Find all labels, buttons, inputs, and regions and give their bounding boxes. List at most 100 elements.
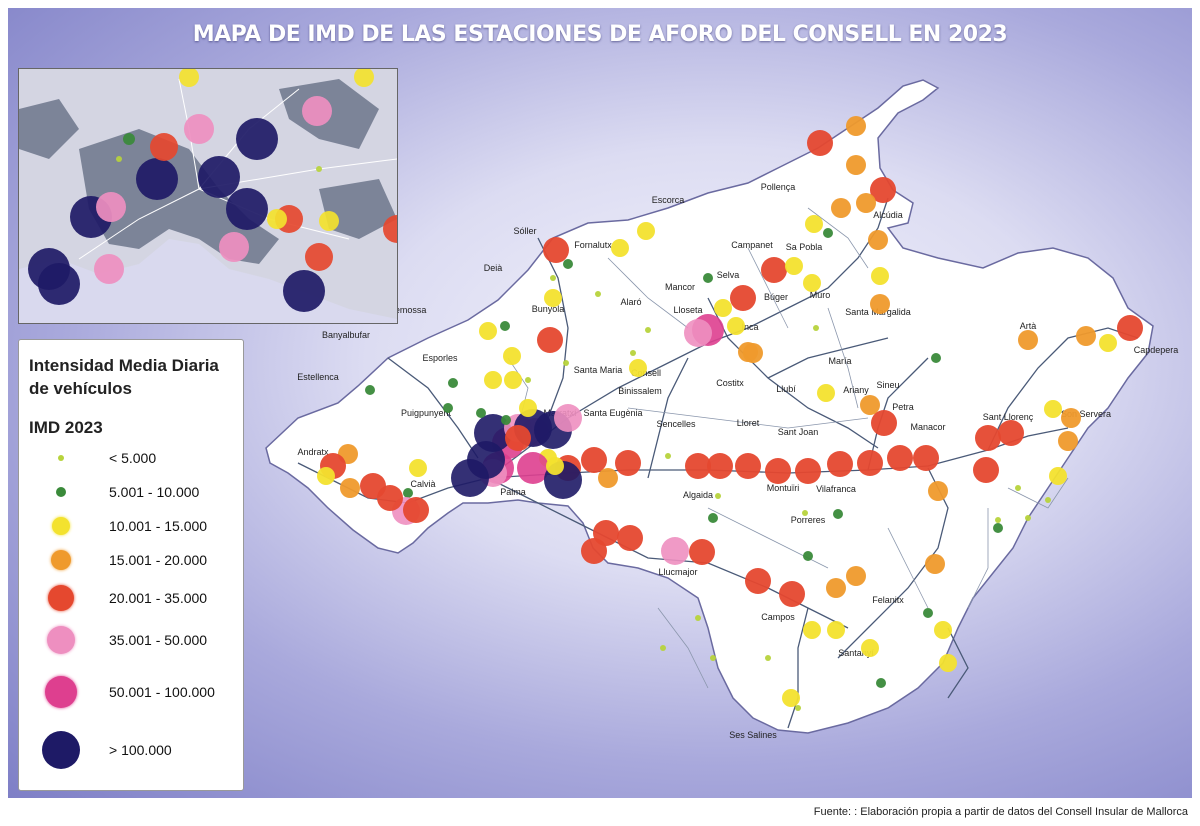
station-marker bbox=[743, 343, 763, 363]
station-marker bbox=[831, 198, 851, 218]
station-marker bbox=[554, 404, 582, 432]
minor-roads bbox=[507, 207, 1069, 689]
place-label: Calvià bbox=[410, 479, 435, 489]
station-marker bbox=[537, 327, 563, 353]
place-label: Algaida bbox=[683, 490, 713, 500]
mallorca-island bbox=[265, 79, 1154, 734]
place-label: Consell bbox=[631, 368, 661, 378]
station-marker bbox=[876, 678, 886, 688]
inset-station-marker bbox=[236, 118, 278, 160]
station-marker bbox=[611, 239, 629, 257]
place-label: Sóller bbox=[513, 226, 536, 236]
station-marker bbox=[995, 517, 1001, 523]
place-label: Manacor bbox=[910, 422, 945, 432]
station-marker bbox=[615, 450, 641, 476]
station-marker bbox=[761, 257, 787, 283]
legend-symbol bbox=[58, 455, 64, 461]
place-label: Selva bbox=[717, 270, 740, 280]
station-marker bbox=[1099, 334, 1117, 352]
inset-station-marker bbox=[198, 156, 240, 198]
legend-symbol bbox=[48, 585, 74, 611]
station-marker bbox=[476, 408, 486, 418]
station-marker bbox=[543, 237, 569, 263]
station-marker bbox=[827, 451, 853, 477]
legend-label: 50.001 - 100.000 bbox=[109, 684, 215, 700]
station-marker bbox=[1015, 485, 1021, 491]
inset-station-marker bbox=[179, 69, 199, 87]
place-label: Campanet bbox=[731, 240, 773, 250]
station-marker bbox=[479, 322, 497, 340]
station-marker bbox=[803, 274, 821, 292]
place-label: Santa Eugènia bbox=[583, 408, 642, 418]
station-marker bbox=[1076, 326, 1096, 346]
station-marker bbox=[785, 257, 803, 275]
station-marker bbox=[365, 385, 375, 395]
station-marker bbox=[1044, 400, 1062, 418]
station-marker bbox=[684, 319, 712, 347]
place-label: Sa Pobla bbox=[786, 242, 823, 252]
inset-urban-areas bbox=[19, 79, 397, 264]
station-marker bbox=[857, 450, 883, 476]
place-label: Escorca bbox=[652, 195, 685, 205]
place-label: Valldemossa bbox=[376, 305, 427, 315]
station-marker bbox=[782, 689, 800, 707]
place-label: Alaró bbox=[620, 297, 641, 307]
station-marker bbox=[595, 291, 601, 297]
station-marker bbox=[765, 458, 791, 484]
station-marker bbox=[735, 453, 761, 479]
place-label: Llubí bbox=[776, 384, 796, 394]
inset-station-marker bbox=[219, 232, 249, 262]
legend-item: 5.001 - 10.000 bbox=[19, 472, 243, 512]
station-marker bbox=[803, 621, 821, 639]
station-marker bbox=[517, 452, 549, 484]
legend-item: 20.001 - 35.000 bbox=[19, 578, 243, 618]
station-marker bbox=[689, 539, 715, 565]
inset-station-marker bbox=[96, 192, 126, 222]
place-label: Santanyí bbox=[838, 648, 874, 658]
legend-label: < 5.000 bbox=[109, 450, 157, 466]
place-label: Artà bbox=[1020, 321, 1037, 331]
station-marker bbox=[685, 453, 711, 479]
inset-station-marker bbox=[226, 188, 268, 230]
place-label: Sant Joan bbox=[778, 427, 819, 437]
legend-symbol bbox=[51, 550, 71, 570]
station-marker bbox=[846, 155, 866, 175]
inset-station-marker bbox=[302, 96, 332, 126]
station-marker bbox=[923, 608, 933, 618]
map-frame: Escorca Pollença Alcúdia Sóller Fornalutx Cam… bbox=[8, 8, 1192, 798]
place-label: Porreres bbox=[791, 515, 826, 525]
stations bbox=[317, 116, 1143, 711]
inset-station-marker bbox=[305, 243, 333, 271]
station-marker bbox=[630, 350, 636, 356]
legend-label: 35.001 - 50.000 bbox=[109, 632, 208, 648]
station-marker bbox=[637, 222, 655, 240]
map-title: MAPA DE IMD DE LAS ESTACIONES DE AFORO D… bbox=[192, 22, 1008, 47]
legend-symbol bbox=[45, 676, 77, 708]
place-label: Sant Llorenç bbox=[983, 412, 1034, 422]
station-marker bbox=[765, 655, 771, 661]
station-marker bbox=[710, 655, 716, 661]
place-label: Vilafranca bbox=[816, 484, 856, 494]
inset-map bbox=[18, 68, 398, 324]
station-marker bbox=[887, 445, 913, 471]
place-label: Santa Maria bbox=[574, 365, 623, 375]
station-marker bbox=[925, 554, 945, 574]
station-marker bbox=[1117, 315, 1143, 341]
place-label: Son Servera bbox=[1061, 409, 1111, 419]
station-marker bbox=[340, 478, 360, 498]
station-marker bbox=[727, 317, 745, 335]
place-label: Inca bbox=[741, 322, 758, 332]
station-marker bbox=[501, 415, 511, 425]
station-marker bbox=[846, 566, 866, 586]
station-marker bbox=[827, 621, 845, 639]
station-marker bbox=[519, 399, 537, 417]
station-marker bbox=[409, 459, 427, 477]
place-label: Lloseta bbox=[673, 305, 702, 315]
station-marker bbox=[817, 384, 835, 402]
station-marker bbox=[1061, 408, 1081, 428]
place-label: Andratx bbox=[297, 447, 329, 457]
inset-station-marker bbox=[150, 133, 178, 161]
station-marker bbox=[695, 615, 701, 621]
station-marker bbox=[505, 425, 531, 451]
station-marker bbox=[451, 459, 489, 497]
